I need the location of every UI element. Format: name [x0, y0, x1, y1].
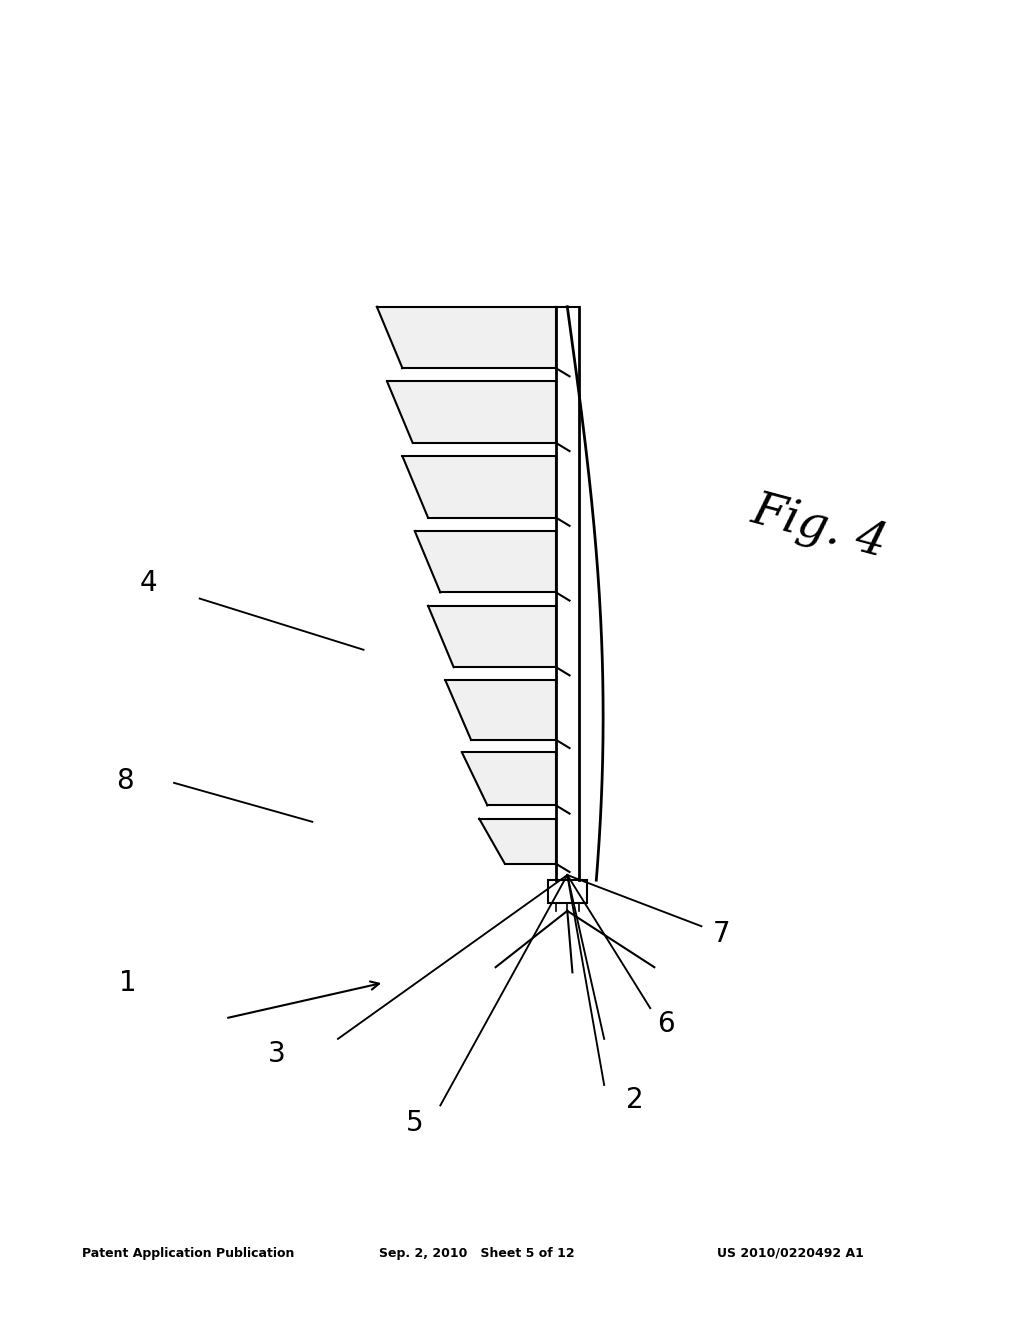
Polygon shape [445, 681, 556, 741]
Text: Fig. 4: Fig. 4 [746, 487, 892, 566]
Polygon shape [377, 306, 556, 368]
Text: 2: 2 [626, 1086, 644, 1114]
Text: 5: 5 [406, 1109, 424, 1137]
Text: Patent Application Publication: Patent Application Publication [82, 1246, 294, 1259]
Text: 4: 4 [139, 569, 158, 597]
Text: 6: 6 [656, 1010, 675, 1038]
Polygon shape [462, 752, 556, 805]
Text: Sep. 2, 2010   Sheet 5 of 12: Sep. 2, 2010 Sheet 5 of 12 [379, 1246, 574, 1259]
Polygon shape [479, 818, 556, 863]
Text: US 2010/0220492 A1: US 2010/0220492 A1 [717, 1246, 863, 1259]
Polygon shape [402, 457, 556, 517]
Polygon shape [428, 606, 556, 667]
Text: 1: 1 [119, 969, 137, 997]
Text: 3: 3 [267, 1040, 286, 1068]
Bar [548, 880, 587, 903]
Polygon shape [415, 531, 556, 593]
Text: 7: 7 [713, 920, 731, 949]
Polygon shape [387, 381, 556, 444]
Text: 8: 8 [116, 767, 134, 795]
